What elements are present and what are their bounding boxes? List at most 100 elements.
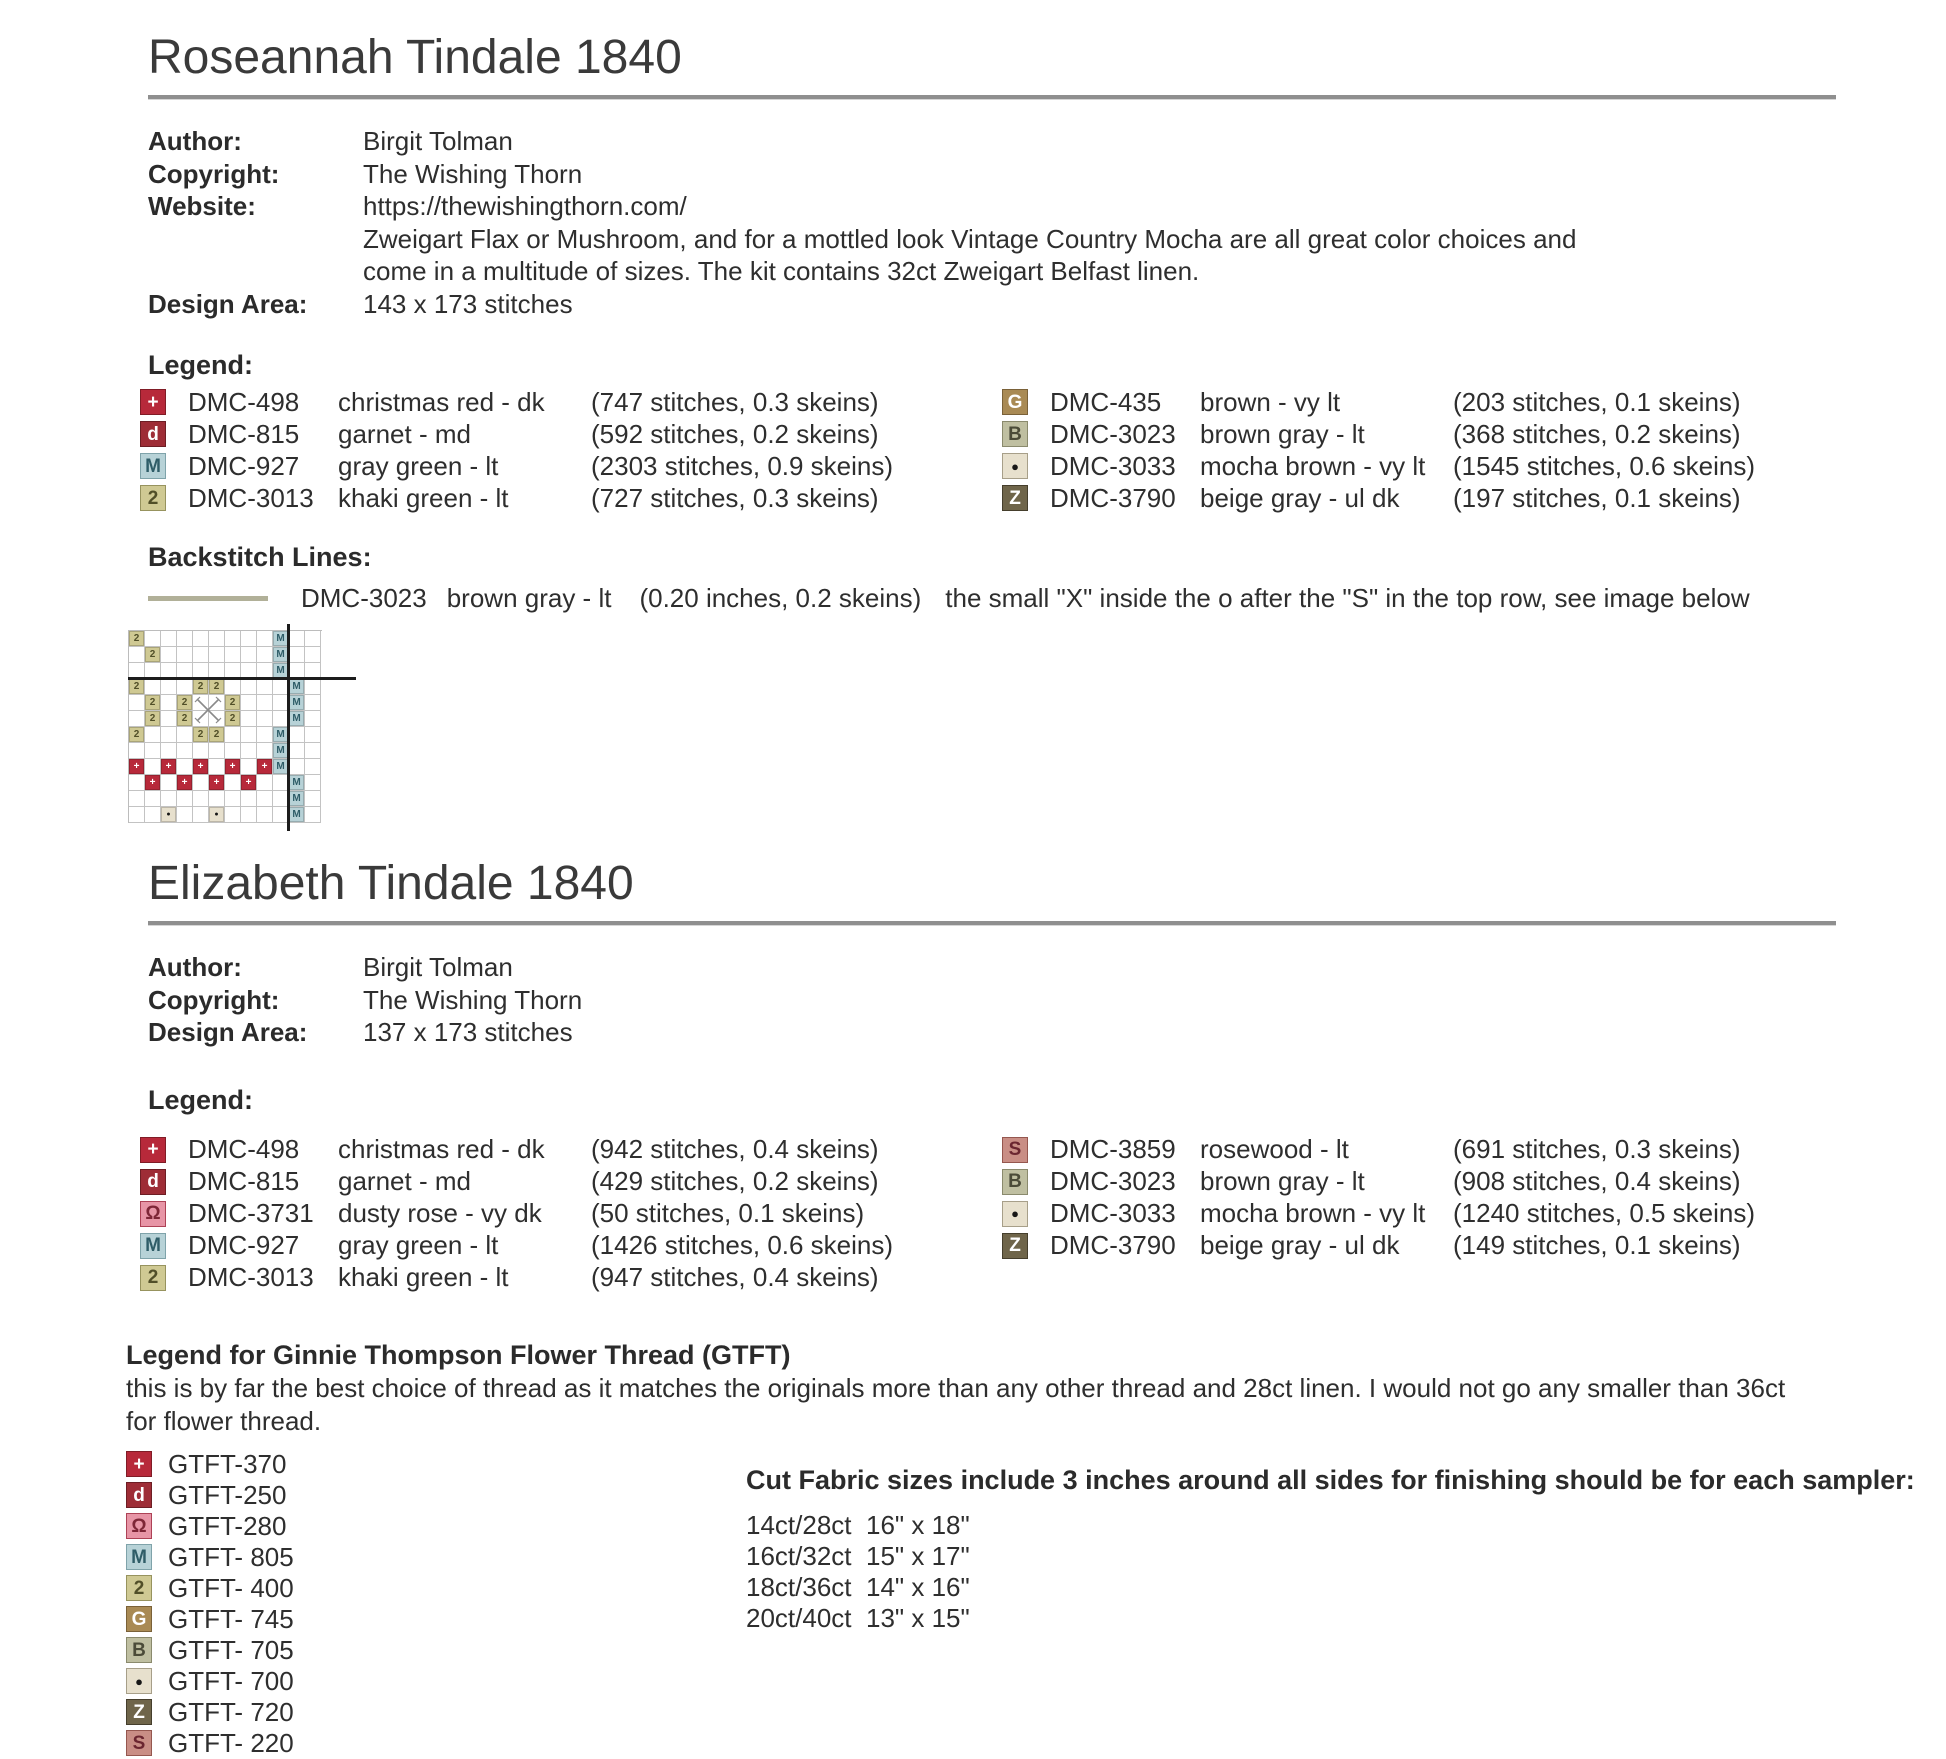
chart-cell: M — [289, 775, 305, 791]
gtft-item: S GTFT- 220 — [126, 1728, 746, 1759]
dmc-code: DMC-3023 — [1050, 1166, 1176, 1196]
chart-cell: + — [225, 759, 241, 775]
color-name: beige gray - ul dk — [1200, 1230, 1400, 1260]
chart-cell — [161, 743, 177, 759]
color-name: beige gray - ul dk — [1200, 482, 1400, 513]
dmc-code: DMC-3033 — [1050, 450, 1176, 481]
gtft-item: Z GTFT- 720 — [126, 1697, 746, 1728]
chart-cell — [305, 647, 321, 663]
chart-cell: + — [161, 759, 177, 775]
chart-cell — [177, 743, 193, 759]
dmc-code: DMC-3033 — [1050, 1198, 1176, 1228]
gtft-code: GTFT- 805 — [168, 1541, 294, 1572]
chart-cell — [209, 631, 225, 647]
legend-entry: 2 DMC-3013 khaki green - lt (947 stitche… — [140, 1262, 1002, 1294]
gtft-item: d GTFT-250 — [126, 1480, 746, 1511]
color-name: mocha brown - vy lt — [1200, 450, 1426, 481]
legend-entry: M DMC-927 gray green - lt (2303 stitches… — [140, 450, 1002, 482]
backstitch-amount: (0.20 inches, 0.2 skeins) — [639, 582, 922, 613]
gtft-code: GTFT- 400 — [168, 1572, 294, 1603]
color-name: garnet - md — [338, 1166, 471, 1196]
chart-cell — [193, 631, 209, 647]
chart-cell — [177, 631, 193, 647]
color-name: christmas red - dk — [338, 1134, 545, 1164]
chart-cell — [257, 743, 273, 759]
legend-entry: G DMC-435 brown - vy lt (203 stitches, 0… — [1002, 386, 1755, 418]
chart-cell: 2 — [129, 679, 145, 695]
chart-cell — [161, 647, 177, 663]
chart-cell — [145, 727, 161, 743]
info-label-website: Website: — [148, 191, 256, 221]
pattern-info: Author: Birgit Tolman Copyright: The Wis… — [148, 951, 1836, 1049]
dmc-code: DMC-3013 — [188, 1262, 314, 1292]
color-name: gray green - lt — [338, 450, 499, 481]
info-value-author: Birgit Tolman — [363, 952, 513, 982]
gtft-item: Ω GTFT-280 — [126, 1511, 746, 1542]
symbol-swatch: + — [126, 1451, 152, 1477]
chart-cell — [305, 759, 321, 775]
chart-cell — [193, 695, 209, 711]
symbol-swatch: S — [126, 1730, 152, 1756]
chart-cell: 2 — [225, 695, 241, 711]
fabric-size: 14" x 16" — [866, 1571, 970, 1602]
chart-cell — [161, 631, 177, 647]
symbol-swatch: B — [1002, 421, 1028, 447]
info-value-design-area: 143 x 173 stitches — [363, 288, 573, 319]
chart-cell: 2 — [225, 711, 241, 727]
legend-column-right: S DMC-3859 rosewood - lt (691 stitches, … — [1002, 1134, 1755, 1294]
stitch-count: (197 stitches, 0.1 skeins) — [1453, 482, 1741, 513]
symbol-swatch: ● — [1002, 1200, 1028, 1227]
chart-cell — [305, 791, 321, 807]
chart-cell — [193, 647, 209, 663]
chart-cell: 2 — [145, 695, 161, 711]
stitch-count: (1426 stitches, 0.6 skeins) — [591, 1230, 894, 1260]
legend-entry: d DMC-815 garnet - md (429 stitches, 0.2… — [140, 1166, 1002, 1198]
dmc-code: DMC-927 — [188, 1230, 300, 1260]
chart-cell — [241, 727, 257, 743]
color-name: mocha brown - vy lt — [1200, 1198, 1426, 1228]
website-url: https://thewishingthorn.com/ — [363, 191, 687, 221]
symbol-swatch: d — [126, 1482, 152, 1508]
fabric-size: 16" x 18" — [866, 1509, 970, 1540]
fabric-description-line1: Zweigart Flax or Mushroom, and for a mot… — [363, 223, 1577, 254]
chart-cell — [241, 711, 257, 727]
chart-cell — [257, 711, 273, 727]
gtft-code: GTFT- 720 — [168, 1696, 294, 1727]
chart-cell — [305, 743, 321, 759]
chart-cell — [257, 695, 273, 711]
chart-cell — [193, 791, 209, 807]
chart-cell: + — [241, 775, 257, 791]
chart-cell — [225, 647, 241, 663]
chart-cell — [225, 775, 241, 791]
chart-cell — [209, 711, 225, 727]
symbol-swatch: G — [126, 1606, 152, 1632]
legend-entry: Z DMC-3790 beige gray - ul dk (197 stitc… — [1002, 482, 1755, 514]
stitch-chart-grid: 2 M 2 M M 2 2 2 M 2 2 2 M 2 2 2 M 2 2 2 M M + + + + + M + + + + M M ● ● M — [128, 630, 322, 823]
dmc-code: DMC-3023 — [1050, 418, 1176, 449]
legend-entry: S DMC-3859 rosewood - lt (691 stitches, … — [1002, 1134, 1755, 1166]
gtft-code: GTFT- 705 — [168, 1634, 294, 1665]
chart-cell: 2 — [209, 679, 225, 695]
gtft-item: G GTFT- 745 — [126, 1604, 746, 1635]
chart-cell — [161, 711, 177, 727]
chart-cell — [241, 679, 257, 695]
stitch-count: (747 stitches, 0.3 skeins) — [591, 386, 879, 417]
chart-cell — [161, 727, 177, 743]
gtft-code: GTFT-280 — [168, 1510, 287, 1541]
chart-cell — [257, 647, 273, 663]
color-name: brown gray - lt — [1200, 1166, 1365, 1196]
info-value-copyright: The Wishing Thorn — [363, 984, 583, 1015]
dmc-code: DMC-815 — [188, 1166, 300, 1196]
symbol-swatch: Ω — [126, 1513, 152, 1539]
chart-cell — [129, 807, 145, 823]
legend-entry: Ω DMC-3731 dusty rose - vy dk (50 stitch… — [140, 1198, 1002, 1230]
gtft-code: GTFT-370 — [168, 1448, 287, 1479]
chart-cell — [241, 791, 257, 807]
info-value-design-area: 137 x 173 stitches — [363, 1017, 573, 1047]
chart-cell — [225, 727, 241, 743]
chart-cell — [241, 647, 257, 663]
fabric-count-label: 16ct/32ct — [746, 1540, 852, 1571]
stitch-chart: 2 M 2 M M 2 2 2 M 2 2 2 M 2 2 2 M 2 2 2 M M + + + + + M + + + + M M ● ● M — [128, 624, 368, 831]
dmc-code: DMC-815 — [188, 418, 300, 449]
gtft-item: B GTFT- 705 — [126, 1635, 746, 1666]
